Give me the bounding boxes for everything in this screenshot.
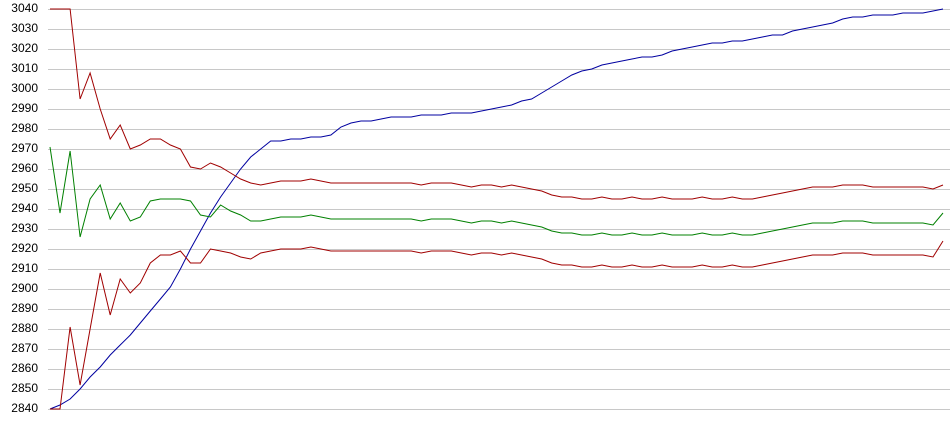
y-tick-label: 2950: [11, 181, 38, 195]
y-tick-label: 2930: [11, 221, 38, 235]
y-tick-label: 3020: [11, 41, 38, 55]
y-tick-label: 2900: [11, 281, 38, 295]
y-tick-label: 3010: [11, 61, 38, 75]
y-tick-label: 2910: [11, 261, 38, 275]
y-tick-label: 2960: [11, 161, 38, 175]
y-tick-label: 3040: [11, 1, 38, 15]
y-tick-label: 2850: [11, 381, 38, 395]
y-tick-label: 2980: [11, 121, 38, 135]
y-tick-label: 2990: [11, 101, 38, 115]
y-tick-label: 2920: [11, 241, 38, 255]
y-tick-label: 2860: [11, 361, 38, 375]
series-line: [49, 146, 944, 238]
y-tick-label: 2870: [11, 341, 38, 355]
series-line: [50, 240, 944, 410]
series-line: [50, 8, 944, 200]
y-tick-label: 2880: [11, 321, 38, 335]
y-tick-label: 2840: [11, 401, 38, 415]
y-tick-label: 2970: [11, 141, 38, 155]
series-line: [49, 8, 944, 410]
y-tick-label: 2940: [11, 201, 38, 215]
y-tick-label: 2890: [11, 301, 38, 315]
y-tick-label: 3000: [11, 81, 38, 95]
y-tick-label: 3030: [11, 21, 38, 35]
